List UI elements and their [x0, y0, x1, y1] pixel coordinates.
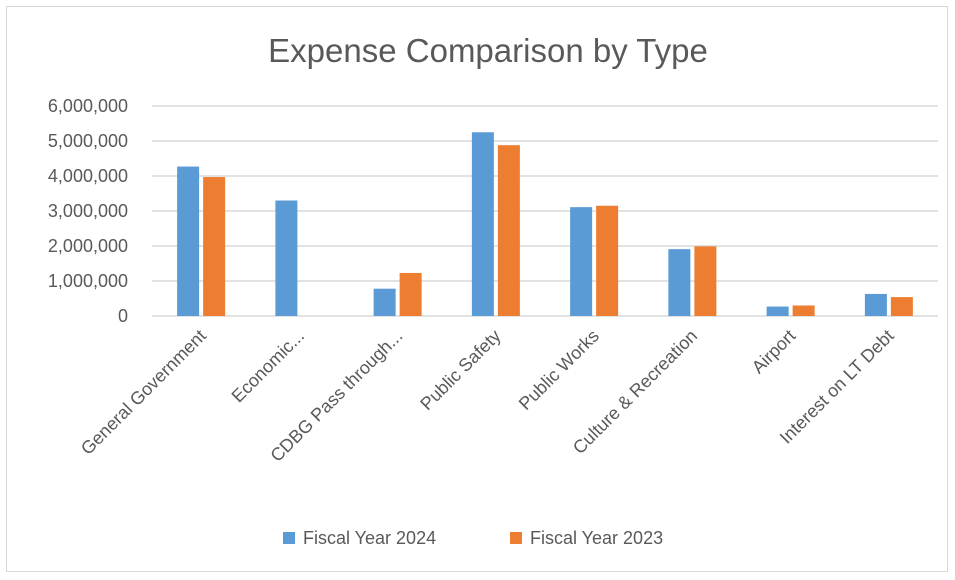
bar — [694, 246, 717, 316]
bar — [497, 145, 520, 316]
bar — [864, 293, 887, 316]
bar — [766, 306, 789, 316]
y-tick-label: 5,000,000 — [48, 131, 128, 151]
bar — [570, 207, 593, 316]
y-tick-label: 1,000,000 — [48, 271, 128, 291]
legend: Fiscal Year 2024 Fiscal Year 2023 — [283, 528, 663, 548]
gridlines — [152, 105, 938, 317]
legend-swatch — [510, 532, 522, 544]
legend-label: Fiscal Year 2023 — [530, 528, 663, 548]
y-tick-label: 0 — [118, 306, 128, 326]
bar — [668, 249, 691, 316]
bar — [177, 166, 200, 316]
bar — [792, 305, 815, 316]
x-tick-label: Public Safety — [416, 326, 504, 414]
y-tick-label: 4,000,000 — [48, 166, 128, 186]
bar — [203, 177, 226, 316]
legend-swatch — [283, 532, 295, 544]
bar — [275, 200, 298, 316]
bar — [596, 205, 619, 316]
x-tick-label: Public Works — [515, 326, 603, 414]
chart-title: Expense Comparison by Type — [268, 32, 708, 69]
bar — [373, 288, 396, 316]
x-tick-label: Economic... — [228, 326, 309, 407]
bar — [399, 272, 422, 316]
bar — [890, 297, 913, 316]
legend-label: Fiscal Year 2024 — [303, 528, 436, 548]
y-tick-label: 6,000,000 — [48, 96, 128, 116]
y-axis: 0 1,000,000 2,000,000 3,000,000 4,000,000 5,0… — [48, 96, 128, 326]
x-axis: General Government Economic...CDBG Pass t… — [77, 326, 898, 466]
y-tick-label: 3,000,000 — [48, 201, 128, 221]
x-tick-label: General Government — [77, 326, 210, 459]
bar — [471, 132, 494, 316]
x-tick-label: Airport — [748, 326, 800, 378]
bars — [177, 132, 913, 316]
y-tick-label: 2,000,000 — [48, 236, 128, 256]
